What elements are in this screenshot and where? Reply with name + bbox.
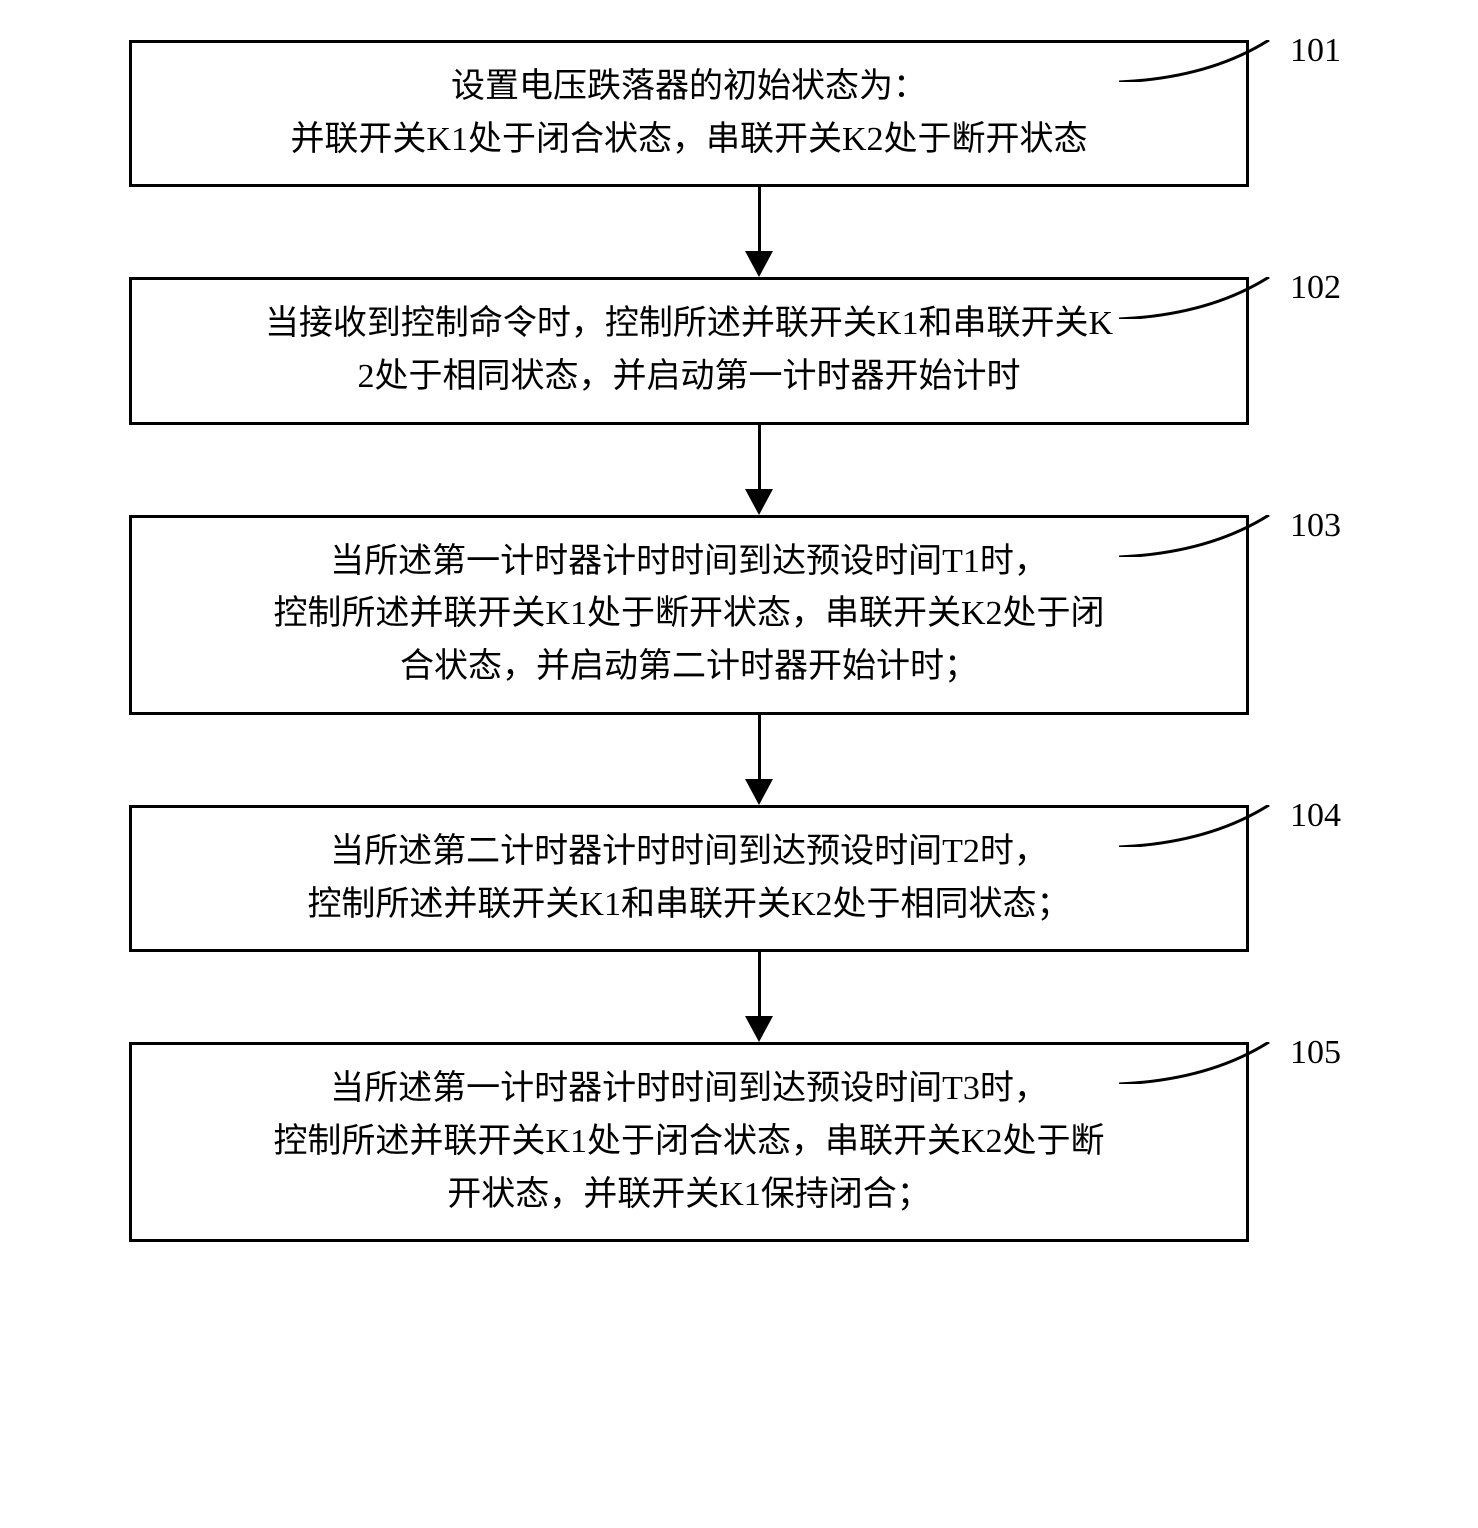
arrow-head-icon [745,251,773,277]
label-connector-curve [1119,805,1279,847]
label-connector-curve [1119,40,1279,82]
label-connector-curve [1119,1042,1279,1084]
node-text-line: 当所述第二计时器计时时间到达预设时间T2时， [330,826,1048,879]
node-text-line: 当所述第一计时器计时时间到达预设时间T3时， [330,1063,1048,1116]
node-label: 104 [1290,797,1341,835]
node-text-line: 开状态，并联开关K1保持闭合； [447,1169,931,1222]
node-wrapper-102: 当接收到控制命令时，控制所述并联开关K1和串联开关K 2处于相同状态，并启动第一… [89,277,1389,424]
node-wrapper-103: 当所述第一计时器计时时间到达预设时间T1时， 控制所述并联开关K1处于断开状态，… [89,515,1389,715]
flowchart-arrow [199,715,1319,805]
arrow-head-icon [745,489,773,515]
node-label: 105 [1290,1034,1341,1072]
label-connector-curve [1119,277,1279,319]
flowchart-node: 设置电压跌落器的初始状态为： 并联开关K1处于闭合状态，串联开关K2处于断开状态 [129,40,1249,187]
arrow-line [758,952,761,1018]
node-label: 101 [1290,32,1341,70]
flowchart-node: 当所述第二计时器计时时间到达预设时间T2时， 控制所述并联开关K1和串联开关K2… [129,805,1249,952]
node-text-line: 当接收到控制命令时，控制所述并联开关K1和串联开关K [265,298,1113,351]
flowchart-arrow [199,952,1319,1042]
node-text-line: 控制所述并联开关K1处于断开状态，串联开关K2处于闭 [273,588,1104,641]
flowchart-node: 当接收到控制命令时，控制所述并联开关K1和串联开关K 2处于相同状态，并启动第一… [129,277,1249,424]
node-text-line: 合状态，并启动第二计时器开始计时； [400,641,978,694]
label-connector-curve [1119,515,1279,557]
node-text-line: 控制所述并联开关K1处于闭合状态，串联开关K2处于断 [273,1116,1104,1169]
node-label: 102 [1290,269,1341,307]
arrow-line [758,187,761,253]
arrow-head-icon [745,1016,773,1042]
flowchart-arrow [199,425,1319,515]
flowchart-container: 设置电压跌落器的初始状态为： 并联开关K1处于闭合状态，串联开关K2处于断开状态… [89,40,1389,1242]
node-wrapper-104: 当所述第二计时器计时时间到达预设时间T2时， 控制所述并联开关K1和串联开关K2… [89,805,1389,952]
node-wrapper-101: 设置电压跌落器的初始状态为： 并联开关K1处于闭合状态，串联开关K2处于断开状态… [89,40,1389,187]
arrow-head-icon [745,779,773,805]
flowchart-arrow [199,187,1319,277]
node-text-line: 控制所述并联开关K1和串联开关K2处于相同状态； [307,879,1070,932]
flowchart-node: 当所述第一计时器计时时间到达预设时间T1时， 控制所述并联开关K1处于断开状态，… [129,515,1249,715]
node-text-line: 设置电压跌落器的初始状态为： [451,61,927,114]
node-text-line: 2处于相同状态，并启动第一计时器开始计时 [358,351,1021,404]
node-text-line: 并联开关K1处于闭合状态，串联开关K2处于断开状态 [290,114,1087,167]
arrow-line [758,715,761,781]
node-text-line: 当所述第一计时器计时时间到达预设时间T1时， [330,536,1048,589]
arrow-line [758,425,761,491]
flowchart-node: 当所述第一计时器计时时间到达预设时间T3时， 控制所述并联开关K1处于闭合状态，… [129,1042,1249,1242]
node-wrapper-105: 当所述第一计时器计时时间到达预设时间T3时， 控制所述并联开关K1处于闭合状态，… [89,1042,1389,1242]
node-label: 103 [1290,507,1341,545]
